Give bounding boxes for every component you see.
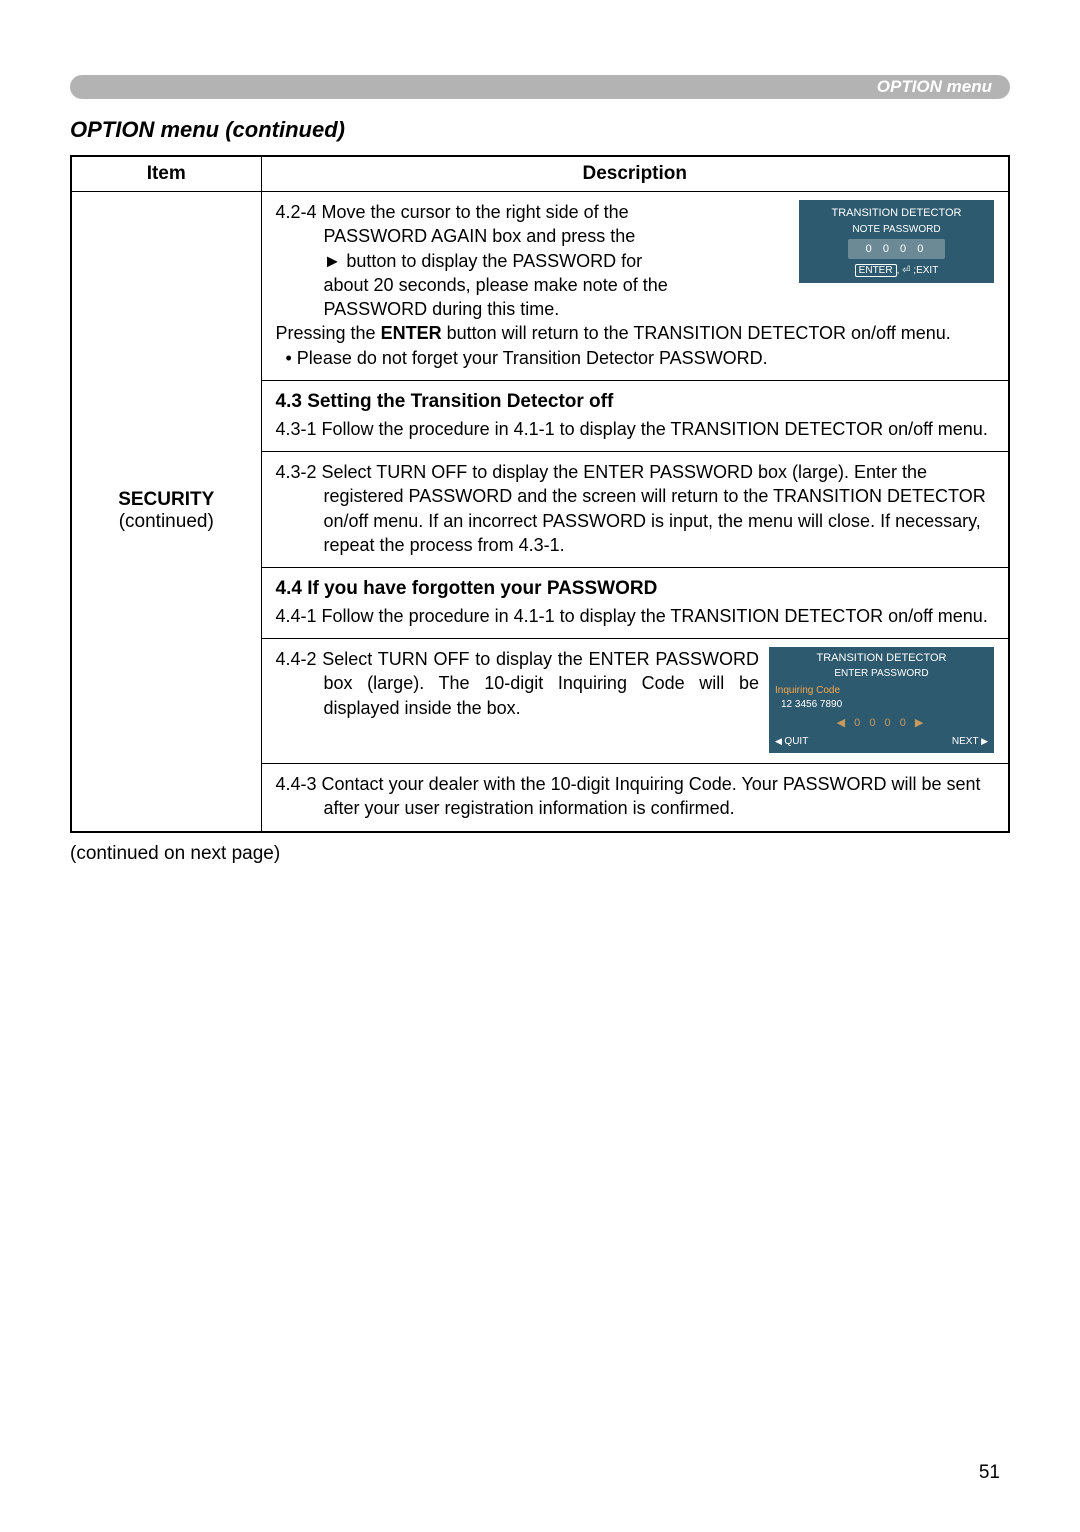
osd-inq-label: Inquiring Code xyxy=(775,684,988,699)
osd-large-title1: TRANSITION DETECTOR xyxy=(775,651,988,667)
page-title: OPTION menu (continued) xyxy=(70,117,1010,143)
s4-p1: 4.4-1 Follow the procedure in 4.1-1 to d… xyxy=(276,604,995,628)
section-424: TRANSITION DETECTOR NOTE PASSWORD 0 0 0 … xyxy=(262,192,1009,381)
osd-note-password: TRANSITION DETECTOR NOTE PASSWORD 0 0 0 … xyxy=(799,200,994,283)
item-sub: (continued) xyxy=(119,511,214,532)
osd-small-sub: NOTE PASSWORD xyxy=(800,222,993,237)
s4-title: 4.4 If you have forgotten your PASSWORD xyxy=(276,576,995,602)
s1-l2c: button will return to the TRANSITION DET… xyxy=(442,323,951,343)
osd-bottom-row: QUIT NEXT xyxy=(775,735,988,750)
osd-small-footer: ENTER, ⏎ ;EXIT xyxy=(800,263,993,278)
osd-enter-password: TRANSITION DETECTOR ENTER PASSWORD Inqui… xyxy=(769,647,994,753)
continued-note: (continued on next page) xyxy=(70,843,1010,865)
osd-small-title: TRANSITION DETECTOR xyxy=(800,205,993,222)
osd-footer-mid: , ⏎ ; xyxy=(897,265,917,276)
section-44: 4.4 If you have forgotten your PASSWORD … xyxy=(262,568,1009,639)
section-443: 4.4-3 Contact your dealer with the 10-di… xyxy=(262,764,1009,831)
s1-l2a: Pressing the xyxy=(276,323,381,343)
section-43: 4.3 Setting the Transition Detector off … xyxy=(262,381,1009,452)
osd-large-title2: ENTER PASSWORD xyxy=(775,667,988,682)
osd-inq-code: 12 3456 7890 xyxy=(775,698,988,713)
osd-enter-label: ENTER xyxy=(855,264,897,277)
osd-exit-label: EXIT xyxy=(916,265,938,276)
s2-p1: 4.3-1 Follow the procedure in 4.1-1 to d… xyxy=(276,417,995,441)
osd-small-digits: 0 0 0 0 xyxy=(848,239,946,260)
s1-line1e: PASSWORD during this time. xyxy=(276,297,995,321)
section-432: 4.3-2 Select TURN OFF to display the ENT… xyxy=(262,452,1009,568)
section-442: TRANSITION DETECTOR ENTER PASSWORD Inqui… xyxy=(262,639,1009,764)
osd-large-digits: ◀ 0 0 0 0 ▶ xyxy=(775,716,988,732)
page-number: 51 xyxy=(979,1462,1000,1484)
osd-next: NEXT xyxy=(952,735,988,750)
header-bar: OPTION menu xyxy=(70,75,1010,99)
osd-quit: QUIT xyxy=(775,735,808,750)
header-label: OPTION menu xyxy=(877,77,992,97)
osd-large-digit-values: 0 0 0 0 xyxy=(854,717,909,729)
col-desc: Description xyxy=(261,156,1009,192)
desc-cell: TRANSITION DETECTOR NOTE PASSWORD 0 0 0 … xyxy=(261,192,1009,832)
item-name: SECURITY xyxy=(118,489,214,510)
s6-p1: 4.4-3 Contact your dealer with the 10-di… xyxy=(276,772,995,821)
item-cell: SECURITY (continued) xyxy=(71,192,261,832)
main-table: Item Description SECURITY (continued) TR… xyxy=(70,155,1010,833)
s3-p1: 4.3-2 Select TURN OFF to display the ENT… xyxy=(276,460,995,557)
s1-line2: Pressing the ENTER button will return to… xyxy=(276,321,995,345)
col-item: Item xyxy=(71,156,261,192)
s2-title: 4.3 Setting the Transition Detector off xyxy=(276,389,995,415)
s1-l2b: ENTER xyxy=(381,323,442,343)
s1-line3: • Please do not forget your Transition D… xyxy=(276,346,995,370)
